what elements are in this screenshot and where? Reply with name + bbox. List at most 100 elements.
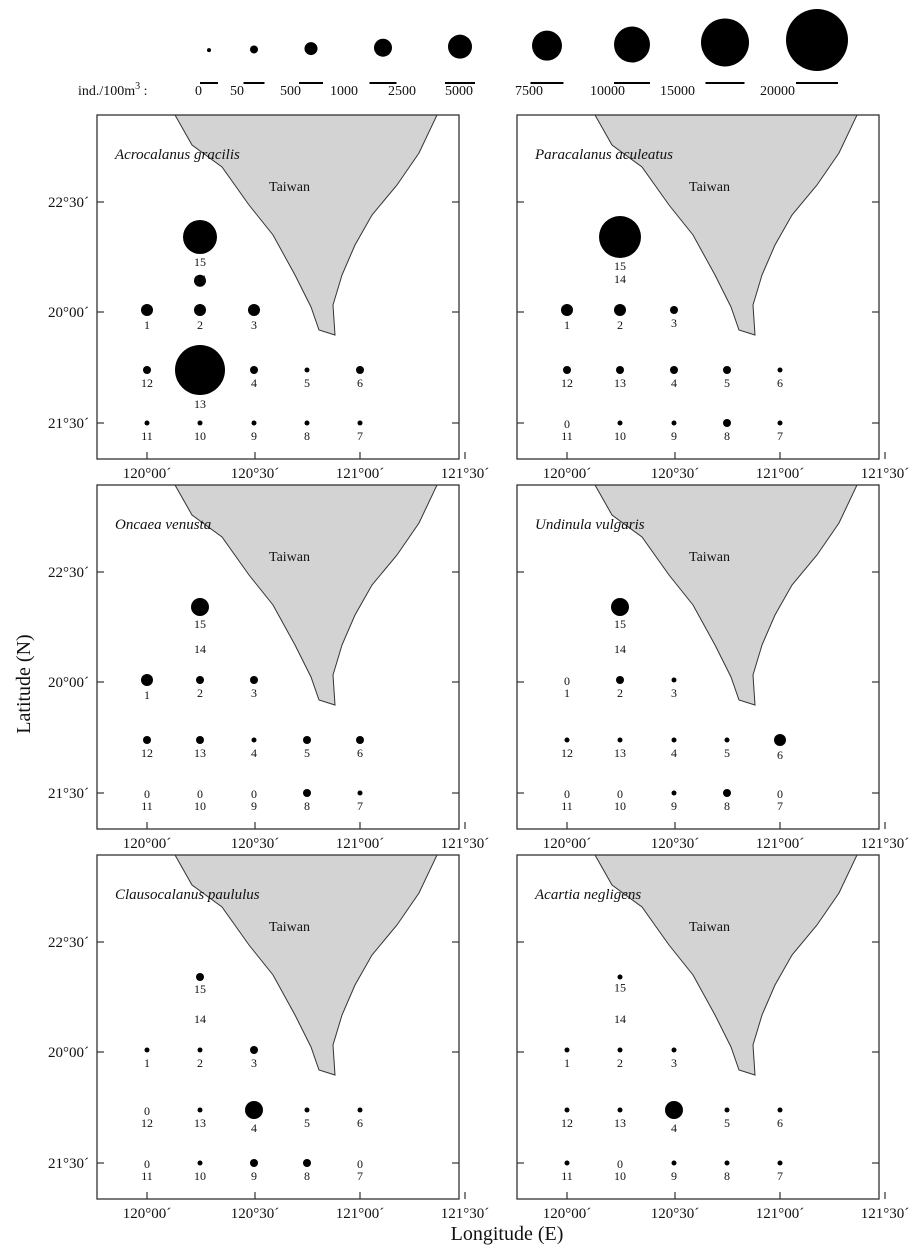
abundance-bubble: [564, 1047, 570, 1053]
zero-marker: 0: [357, 1157, 363, 1171]
station-label: 7: [777, 799, 783, 813]
abundance-bubble: [563, 366, 571, 374]
abundance-bubble: [617, 420, 623, 426]
abundance-bubble: [614, 304, 626, 316]
station-label: 5: [724, 376, 730, 390]
abundance-bubble: [616, 676, 624, 684]
abundance-bubble: [723, 789, 731, 797]
station-label: 9: [671, 799, 677, 813]
station-label: 14: [194, 642, 206, 656]
abundance-legend: ind./100m3 : 0 50 500 1000 2500 5000 7500 10000 1…: [78, 9, 848, 99]
station-label: 6: [777, 1116, 783, 1130]
x-tick-label: 121°00´: [336, 466, 385, 482]
taiwan-land: [174, 485, 438, 706]
abundance-bubble: [196, 973, 204, 981]
station-label: 1: [564, 318, 570, 332]
x-tick-label: 121°30´: [861, 1206, 910, 1222]
abundance-bubble: [777, 420, 783, 426]
abundance-bubble: [564, 1160, 570, 1166]
station-label: 13: [614, 376, 626, 390]
abundance-bubble: [250, 1046, 258, 1054]
x-tick-label: 120°00´: [543, 466, 592, 482]
abundance-bubble: [617, 974, 623, 980]
land-label: Taiwan: [269, 550, 310, 565]
species-title: Acartia negligens: [534, 887, 641, 903]
abundance-bubble: [599, 216, 641, 258]
zero-marker: 0: [617, 787, 623, 801]
station-label: 15: [614, 617, 626, 631]
x-tick-label: 120°30´: [651, 466, 700, 482]
panel-frame: [516, 854, 880, 1200]
station-label: 1: [564, 686, 570, 700]
x-tick-label: 121°30´: [441, 1206, 490, 1222]
station-label: 3: [671, 686, 677, 700]
x-tick-label: 120°30´: [231, 466, 280, 482]
legend-unit-superscript: 3: [135, 81, 140, 92]
station-label: 8: [304, 799, 310, 813]
station-label: 6: [777, 748, 783, 762]
abundance-bubble: [671, 420, 677, 426]
station-label: 13: [614, 746, 626, 760]
abundance-bubble: [197, 1107, 203, 1113]
y-tick-label: 21°30´: [48, 1156, 89, 1172]
station-label: 3: [251, 318, 257, 332]
station-label: 14: [194, 272, 206, 286]
station-label: 1: [144, 1056, 150, 1070]
abundance-bubble: [304, 367, 310, 373]
legend-bin-label: 500: [280, 84, 301, 99]
abundance-bubble: [357, 1107, 363, 1113]
zero-marker: 0: [144, 787, 150, 801]
abundance-bubble: [774, 734, 786, 746]
species-title: Paracalanus aculeatus: [534, 147, 673, 163]
legend-bin-label: 5000: [445, 84, 473, 99]
abundance-bubble: [357, 420, 363, 426]
abundance-bubble: [356, 736, 364, 744]
x-tick-label: 120°30´: [651, 1206, 700, 1222]
x-tick-label: 121°00´: [756, 836, 805, 852]
station-label: 12: [141, 746, 153, 760]
station-label: 12: [561, 1116, 573, 1130]
abundance-bubble: [143, 366, 151, 374]
x-tick-label: 120°30´: [231, 1206, 280, 1222]
legend-bin-label: 50: [230, 84, 244, 99]
zero-marker: 0: [564, 787, 570, 801]
abundance-bubble: [196, 736, 204, 744]
x-tick-label: 120°00´: [123, 1206, 172, 1222]
station-label: 1: [144, 318, 150, 332]
x-tick-label: 120°30´: [231, 836, 280, 852]
abundance-bubble: [356, 366, 364, 374]
legend-bin-label: 0: [195, 84, 202, 99]
station-label: 9: [251, 429, 257, 443]
station-label: 4: [251, 746, 257, 760]
x-tick-label: 121°00´: [336, 836, 385, 852]
legend-size-circle: [304, 42, 318, 56]
land-label: Taiwan: [689, 920, 730, 935]
station-label: 5: [304, 746, 310, 760]
legend-size-circle: [374, 38, 392, 57]
y-tick-label: 22°30´: [48, 195, 89, 211]
species-title: Acrocalanus gracilis: [114, 147, 240, 163]
legend-bin-label: 7500: [515, 84, 543, 99]
taiwan-land: [594, 855, 858, 1076]
abundance-bubble: [611, 598, 629, 616]
x-tick-label: 121°30´: [861, 836, 910, 852]
station-label: 9: [251, 1169, 257, 1183]
station-label: 5: [724, 746, 730, 760]
taiwan-land: [174, 855, 438, 1076]
abundance-bubble: [564, 737, 570, 743]
station-label: 14: [614, 642, 626, 656]
abundance-bubble: [671, 1047, 677, 1053]
x-tick-label: 121°00´: [756, 1206, 805, 1222]
abundance-bubble: [670, 366, 678, 374]
abundance-bubble: [141, 304, 153, 316]
abundance-bubble: [197, 420, 203, 426]
species-title: Undinula vulgaris: [535, 517, 645, 533]
station-label: 6: [777, 376, 783, 390]
legend-size-circle: [701, 18, 749, 67]
land-label: Taiwan: [269, 920, 310, 935]
x-tick-label: 121°00´: [336, 1206, 385, 1222]
